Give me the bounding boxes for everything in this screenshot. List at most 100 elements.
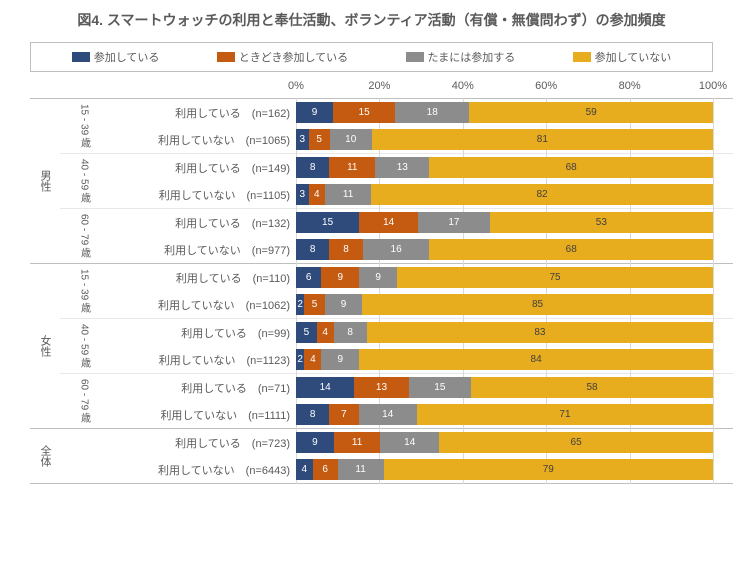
stacked-bar: 341182 (296, 184, 713, 205)
data-row: 利用している (n=99)54883 (108, 319, 733, 346)
row-label: 利用している (n=723) (108, 435, 296, 451)
legend: 参加している ときどき参加している たまには参加する 参加していない (30, 42, 713, 72)
row-label: 利用している (n=132) (108, 215, 296, 231)
legend-swatch (217, 52, 235, 62)
legend-swatch (406, 52, 424, 62)
legend-label: たまには参加する (428, 49, 516, 65)
bar-segment: 15 (409, 377, 472, 398)
legend-item: 参加していない (573, 49, 672, 65)
legend-label: ときどき参加している (239, 49, 348, 65)
bar-segment: 8 (334, 322, 367, 343)
major-group: 女性15 - 39 歳利用している (n=110)69975利用していない (n… (30, 263, 733, 429)
data-row: 利用している (n=149)8111368 (108, 154, 733, 181)
bar-segment: 58 (471, 377, 713, 398)
sub-group-label: 15 - 39 歳 (60, 99, 108, 153)
bar-segment: 5 (296, 322, 317, 343)
data-row: 利用していない (n=1105)341182 (108, 181, 733, 208)
row-label: 利用していない (n=1105) (108, 187, 296, 203)
data-row: 利用していない (n=1123)24984 (108, 346, 733, 373)
bar-segment: 75 (397, 267, 713, 288)
stacked-bar: 9151859 (296, 102, 713, 123)
sub-group-label: 40 - 59 歳 (60, 154, 108, 208)
bar-segment: 9 (321, 349, 359, 370)
bar-segment: 15 (296, 212, 359, 233)
row-label: 利用していない (n=6443) (108, 462, 296, 478)
bar-segment: 6 (313, 459, 338, 480)
legend-swatch (573, 52, 591, 62)
bar-segment: 4 (304, 349, 321, 370)
axis-tick: 0% (288, 80, 304, 92)
bar-segment: 82 (371, 184, 713, 205)
data-row: 利用していない (n=6443)461179 (108, 456, 733, 483)
bar-segment: 2 (296, 294, 304, 315)
bar-segment: 15 (333, 102, 395, 123)
bar-segment: 11 (334, 432, 380, 453)
bar-segment: 9 (296, 102, 333, 123)
axis-tick: 100% (699, 80, 727, 92)
major-group-label: 女性 (30, 264, 60, 428)
major-group: 全体利用している (n=723)9111465利用していない (n=6443)4… (30, 428, 733, 484)
bar-segment: 3 (296, 129, 309, 150)
data-row: 利用している (n=162)9151859 (108, 99, 733, 126)
bar-segment: 71 (417, 404, 713, 425)
sub-group-label: 60 - 79 歳 (60, 374, 108, 428)
data-row: 利用している (n=723)9111465 (108, 429, 733, 456)
bar-segment: 3 (296, 184, 309, 205)
sub-group-label: 40 - 59 歳 (60, 319, 108, 373)
bar-segment: 8 (296, 157, 329, 178)
bar-segment: 79 (384, 459, 713, 480)
bar-segment: 68 (429, 157, 713, 178)
bar-segment: 9 (325, 294, 362, 315)
data-row: 利用している (n=71)14131558 (108, 374, 733, 401)
bar-segment: 59 (469, 102, 713, 123)
legend-label: 参加している (94, 49, 160, 65)
bar-segment: 2 (296, 349, 304, 370)
row-label: 利用していない (n=1111) (108, 407, 296, 423)
row-label: 利用している (n=149) (108, 160, 296, 176)
groups-container: 男性15 - 39 歳利用している (n=162)9151859利用していない … (30, 98, 733, 484)
data-row: 利用していない (n=977)881668 (108, 236, 733, 263)
row-label: 利用していない (n=1065) (108, 132, 296, 148)
stacked-bar: 15141753 (296, 212, 713, 233)
bar-segment: 17 (418, 212, 490, 233)
stacked-bar: 69975 (296, 267, 713, 288)
stacked-bar: 9111465 (296, 432, 713, 453)
bar-segment: 16 (363, 239, 430, 260)
data-row: 利用していない (n=1065)351081 (108, 126, 733, 153)
bar-segment: 11 (325, 184, 371, 205)
bar-segment: 9 (296, 432, 334, 453)
bar-segment: 85 (362, 294, 713, 315)
legend-label: 参加していない (595, 49, 672, 65)
bar-segment: 4 (296, 459, 313, 480)
bar-segment: 11 (338, 459, 384, 480)
sub-group: 60 - 79 歳利用している (n=71)14131558 利用していない (n… (60, 373, 733, 428)
bar-segment: 83 (367, 322, 713, 343)
bar-segment: 8 (329, 239, 362, 260)
stacked-bar: 24984 (296, 349, 713, 370)
row-label: 利用していない (n=977) (108, 242, 296, 258)
bar-segment: 84 (359, 349, 713, 370)
bar-segment: 13 (354, 377, 408, 398)
bar-segment: 8 (296, 239, 329, 260)
legend-item: ときどき参加している (217, 49, 348, 65)
row-label: 利用している (n=110) (108, 270, 296, 286)
stacked-bar: 8111368 (296, 157, 713, 178)
x-axis: 0%20%40%60%80%100% (290, 80, 733, 98)
data-row: 利用している (n=132)15141753 (108, 209, 733, 236)
stacked-bar: 871471 (296, 404, 713, 425)
stacked-bar: 351081 (296, 129, 713, 150)
bar-segment: 8 (296, 404, 329, 425)
bar-segment: 7 (329, 404, 358, 425)
major-group-label: 全体 (30, 429, 60, 483)
bar-segment: 81 (372, 129, 713, 150)
major-group: 男性15 - 39 歳利用している (n=162)9151859利用していない … (30, 98, 733, 264)
axis-tick: 40% (452, 80, 474, 92)
sub-group: 15 - 39 歳利用している (n=110)69975利用していない (n=1… (60, 264, 733, 318)
bar-segment: 68 (429, 239, 713, 260)
bar-segment: 4 (317, 322, 334, 343)
sub-group: 15 - 39 歳利用している (n=162)9151859利用していない (n… (60, 99, 733, 153)
bar-segment: 18 (395, 102, 469, 123)
bar-segment: 9 (321, 267, 359, 288)
sub-group: 利用している (n=723)9111465利用していない (n=6443)461… (60, 429, 733, 483)
sub-group: 40 - 59 歳利用している (n=149)8111368利用していない (n… (60, 153, 733, 208)
